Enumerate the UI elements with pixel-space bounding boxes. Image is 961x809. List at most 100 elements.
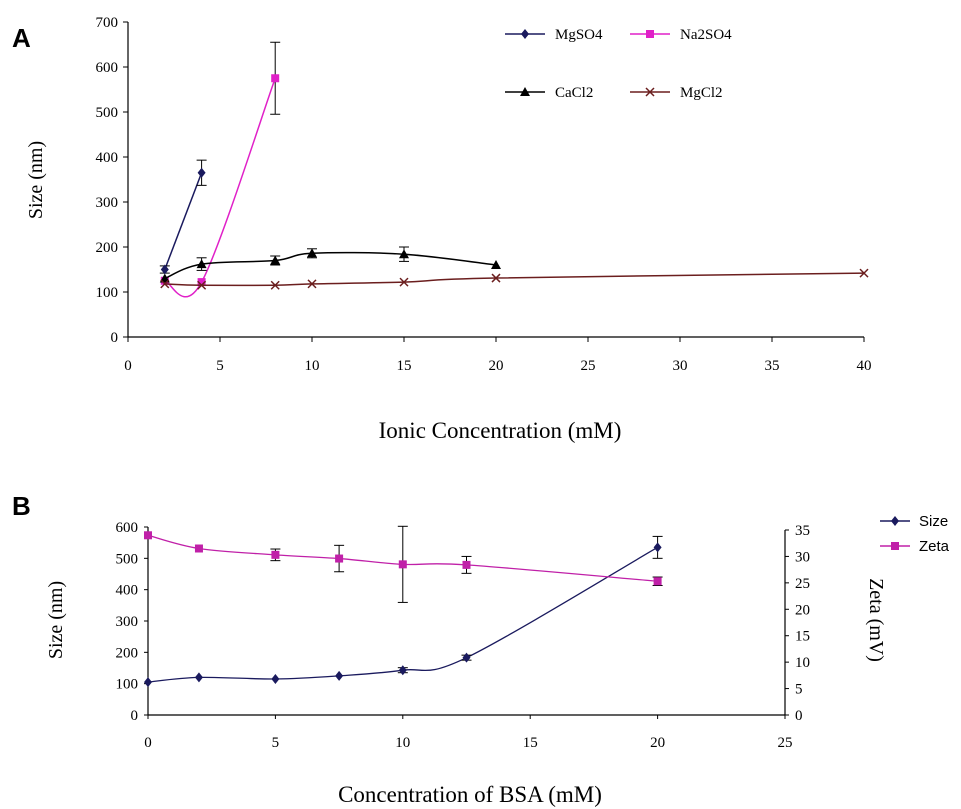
chart-a-y-tick-label: 600 [96, 60, 119, 76]
series-mgcl2-point [307, 279, 317, 289]
legend-label-size: Size [919, 513, 948, 530]
legend-marker-na2so4 [646, 30, 654, 38]
chart-a-legend: MgSO4 Na2SO4 CaCl2 MgCl2 [505, 27, 732, 101]
chart-b-y2-tick-label: 20 [795, 602, 810, 618]
panel-a-letter: A [12, 23, 31, 53]
chart-a-x-tick-label: 10 [305, 358, 320, 374]
series-zeta-point [144, 531, 152, 540]
series-zeta-point [271, 550, 280, 559]
chart-a-x-tick-label: 35 [765, 358, 780, 374]
series-size-point [653, 542, 662, 553]
panel-b-letter: B [12, 491, 31, 521]
series-cacl2-point [307, 248, 317, 258]
legend-label-zeta: Zeta [919, 538, 950, 555]
legend-marker-mgcl2 [645, 87, 655, 97]
chart-b-y-tick-label: 500 [116, 551, 139, 567]
chart-b-y-tick-label: 200 [116, 645, 139, 661]
series-size-point [462, 652, 471, 663]
chart-b-x-tick-label: 25 [778, 735, 793, 751]
legend-item-zeta: Zeta [880, 538, 950, 555]
series-na2so4-point [271, 74, 280, 83]
chart-a-series [159, 41, 869, 298]
legend-item-mgso4: MgSO4 [505, 27, 603, 43]
chart-b-x-tick-label: 15 [523, 735, 538, 751]
series-cacl2-point [196, 259, 207, 269]
chart-b-y2-tick-label: 25 [795, 576, 810, 592]
chart-b-y2-tick-label: 35 [795, 523, 810, 539]
chart-b-y2-tick-label: 10 [795, 655, 810, 671]
chart-a-x-tick-label: 0 [124, 358, 132, 374]
chart-b-y-tick-label: 100 [116, 677, 139, 693]
series-size-point [194, 672, 203, 683]
chart-b-x-label: Concentration of BSA (mM) [338, 782, 602, 807]
series-mgso4-line [164, 172, 203, 270]
chart-b-y2-label: Zeta (mV) [865, 578, 887, 662]
chart-a-y-tick-label: 300 [96, 195, 119, 211]
chart-b-x-tick-label: 0 [144, 735, 152, 751]
series-na2so4-point [197, 278, 206, 287]
series-size-point [398, 665, 407, 676]
series-size-point [271, 673, 280, 684]
chart-b-y2-tick-label: 30 [795, 549, 810, 565]
series-cacl2-line [164, 251, 497, 280]
series-mgcl2-point [859, 268, 869, 278]
chart-a-y-tick-label: 0 [111, 330, 119, 346]
series-cacl2-point [491, 260, 501, 269]
series-zeta-point [462, 560, 471, 569]
legend-label-mgso4: MgSO4 [555, 27, 603, 43]
chart-b-y2-ticks: 0 5 10 15 20 25 30 35 [785, 523, 810, 724]
series-zeta-point [194, 544, 203, 553]
legend-marker-zeta [891, 542, 899, 550]
series-mgso4-point [160, 264, 169, 275]
chart-a-x-tick-label: 30 [673, 358, 688, 374]
legend-item-na2so4: Na2SO4 [630, 27, 732, 43]
legend-label-na2so4: Na2SO4 [680, 27, 732, 43]
legend-item-size: Size [880, 513, 948, 530]
legend-item-cacl2: CaCl2 [505, 85, 593, 101]
chart-b-x-tick-label: 20 [650, 735, 665, 751]
chart-b-y-tick-label: 0 [131, 708, 139, 724]
series-cacl2-point [159, 273, 170, 283]
chart-a-x-tick-label: 25 [581, 358, 596, 374]
legend-marker-size [891, 516, 899, 526]
series-mgcl2-point [160, 279, 170, 289]
chart-b-y2-tick-label: 5 [795, 682, 803, 698]
chart-b-y-ticks: 0 100 200 300 400 500 600 [116, 520, 148, 724]
chart-b-y-tick-label: 400 [116, 583, 139, 599]
chart-b-legend: Size Zeta [880, 513, 950, 555]
chart-a-y-tick-label: 200 [96, 240, 119, 256]
legend-marker-mgso4 [521, 29, 529, 39]
series-zeta-point [398, 560, 407, 569]
series-zeta-point [653, 577, 662, 586]
legend-item-mgcl2: MgCl2 [630, 85, 723, 101]
series-mgso4-point [197, 167, 206, 178]
chart-b-y-tick-label: 600 [116, 520, 139, 536]
series-mgcl2-line [164, 272, 865, 287]
legend-label-cacl2: CaCl2 [555, 85, 593, 101]
series-cacl2-point [270, 255, 281, 265]
chart-a-x-ticks: 0 5 10 15 20 25 30 35 40 [124, 337, 872, 374]
chart-b-y-label: Size (nm) [45, 581, 67, 659]
legend-label-mgcl2: MgCl2 [680, 85, 723, 101]
chart-a-x-tick-label: 15 [397, 358, 412, 374]
chart-b-series [144, 525, 663, 688]
chart-b-x-ticks: 0 5 10 15 20 25 [144, 715, 793, 751]
chart-a-x-tick-label: 40 [857, 358, 872, 374]
chart-a-x-label: Ionic Concentration (mM) [379, 418, 622, 443]
chart-b: 0 100 200 300 400 500 600 0 5 10 15 20 25 30 35 0 5 10 1… [45, 513, 950, 807]
chart-b-x-tick-label: 5 [272, 735, 280, 751]
legend-marker-cacl2 [520, 87, 530, 96]
chart-a-y-tick-label: 400 [96, 150, 119, 166]
series-zeta-point [335, 554, 344, 563]
chart-a-y-label: Size (nm) [25, 141, 47, 219]
chart-a-y-ticks: 0 100 200 300 400 500 600 700 [96, 15, 128, 346]
series-na2so4-line [164, 77, 276, 298]
series-mgcl2-point [270, 280, 280, 290]
chart-a-x-tick-label: 5 [216, 358, 224, 374]
series-size-point [335, 670, 344, 681]
series-mgcl2-point [491, 273, 501, 283]
series-size-point [144, 677, 152, 688]
chart-a-y-tick-label: 700 [96, 15, 119, 31]
